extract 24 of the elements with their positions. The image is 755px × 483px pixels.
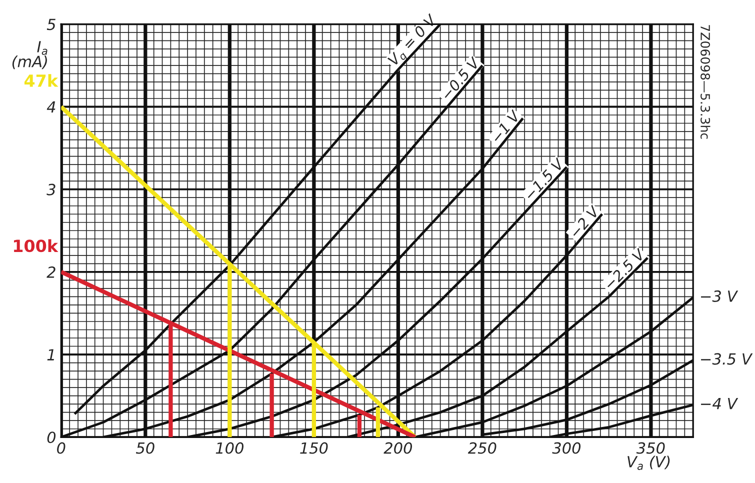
x-tick-label: 250 xyxy=(468,442,496,454)
text: −2 V xyxy=(569,204,600,238)
x-axis-title: V$_{a}$ (V) xyxy=(628,456,670,470)
y-tick-label: 1 xyxy=(47,349,54,360)
series-label: 100k xyxy=(14,239,58,252)
series-label: 47k xyxy=(24,74,58,87)
x-tick-label: 300 xyxy=(552,442,581,454)
y-tick-label: 0 xyxy=(47,432,56,444)
text: 7Z06098—5.3.3hc xyxy=(700,25,710,139)
y-tick-label: 3 xyxy=(46,184,56,196)
x-tick-label: 350 xyxy=(636,442,665,454)
x-tick-label: 0 xyxy=(57,442,66,454)
y-tick-label: 2 xyxy=(46,266,56,278)
series-label: −4 V xyxy=(701,398,738,410)
x-tick-label: 50 xyxy=(136,442,154,454)
series-label: −3 V xyxy=(701,290,738,302)
y-tick-label: 4 xyxy=(46,101,56,113)
x-tick-label: 150 xyxy=(300,442,328,454)
y-axis-title: I$_{a}$ (mA) xyxy=(12,41,48,70)
x-tick-label: 200 xyxy=(384,442,412,454)
y-tick-label: 5 xyxy=(46,18,56,30)
series-label: −3.5 V xyxy=(701,353,753,365)
text: −1 V xyxy=(490,109,522,144)
x-tick-label: 100 xyxy=(216,442,244,454)
